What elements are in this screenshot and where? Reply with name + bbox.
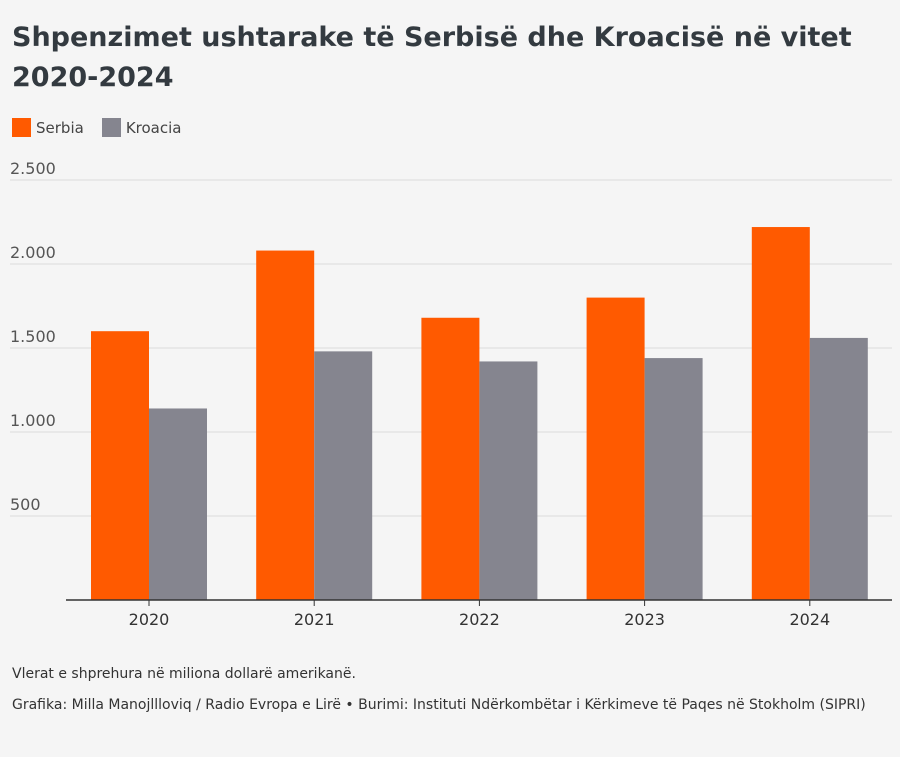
bar-serbia-2020 xyxy=(91,331,149,600)
bar-serbia-2022 xyxy=(421,317,480,600)
legend-item-serbia: Serbia xyxy=(12,118,84,137)
x-tick-label: 2022 xyxy=(459,610,500,629)
legend-label-kroacia: Kroacia xyxy=(125,118,182,137)
x-tick-label: 2020 xyxy=(129,610,170,629)
bar-chart: 500 1.000 1.500 2.000 2.500 2020 2021 2022 2023 2… xyxy=(10,160,892,629)
chart-notes: Vlerat e shprehura në miliona dollarë am… xyxy=(12,664,892,715)
y-tick-label: 2.500 xyxy=(10,160,56,178)
bar-kroacia-2020 xyxy=(149,408,207,600)
y-tick-label: 2.000 xyxy=(10,243,56,262)
x-tick-label: 2024 xyxy=(789,610,830,629)
x-tick-label: 2023 xyxy=(624,610,665,629)
x-tick-label: 2021 xyxy=(294,610,335,629)
bar-serbia-2024 xyxy=(751,227,810,600)
y-tick-label: 500 xyxy=(10,495,41,514)
bar-serbia-2021 xyxy=(256,250,315,600)
legend: Serbia Kroacia xyxy=(12,118,199,137)
legend-item-kroacia: Kroacia xyxy=(101,118,182,137)
y-tick-label: 1.500 xyxy=(10,327,56,346)
source-credit: Grafika: Milla Manojllloviq / Radio Evro… xyxy=(12,697,866,713)
legend-swatch-kroacia xyxy=(101,118,121,137)
legend-swatch-serbia xyxy=(12,118,31,137)
chart-title: Shpenzimet ushtarake të Serbisë dhe Kroa… xyxy=(12,22,852,93)
bar-kroacia-2023 xyxy=(644,358,703,600)
bar-kroacia-2024 xyxy=(809,337,868,600)
legend-label-serbia: Serbia xyxy=(36,118,84,137)
bar-kroacia-2022 xyxy=(479,361,538,600)
bar-kroacia-2021 xyxy=(314,351,373,600)
y-tick-label: 1.000 xyxy=(10,411,56,430)
unit-note: Vlerat e shprehura në miliona dollarë am… xyxy=(12,666,356,682)
bar-serbia-2023 xyxy=(586,297,645,600)
